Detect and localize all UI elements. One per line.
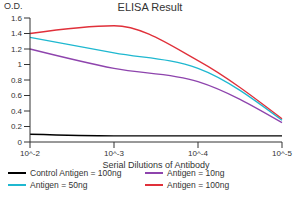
svg-text:0.8: 0.8	[11, 76, 23, 85]
html-text:Antigen = 10ng: Antigen = 10ng	[167, 168, 225, 178]
svg-text:1.2: 1.2	[11, 45, 23, 54]
html-text:Control Antigen = 100ng: Control Antigen = 100ng	[30, 168, 122, 178]
svg-text:10^-3: 10^-3	[104, 149, 124, 158]
svg-text:Serial Dilutions of Antibody: Serial Dilutions of Antibody	[102, 160, 210, 170]
html-text:Antigen = 100ng: Antigen = 100ng	[167, 180, 230, 190]
svg-text:10^-2: 10^-2	[20, 149, 40, 158]
svg-text:1.4: 1.4	[11, 29, 23, 38]
html-text:O.D.: O.D.	[4, 1, 23, 11]
svg-text:0.2: 0.2	[11, 122, 23, 131]
svg-text:10^-5: 10^-5	[272, 149, 292, 158]
html-text:ELISA Result: ELISA Result	[117, 1, 183, 13]
svg-text:1: 1	[18, 60, 23, 69]
svg-text:1.6: 1.6	[11, 14, 23, 23]
svg-text:0: 0	[18, 138, 23, 147]
svg-text:0.4: 0.4	[11, 107, 23, 116]
svg-text:0.6: 0.6	[11, 91, 23, 100]
svg-text:10^-4: 10^-4	[188, 149, 208, 158]
html-text:Antigen = 50ng: Antigen = 50ng	[30, 180, 88, 190]
